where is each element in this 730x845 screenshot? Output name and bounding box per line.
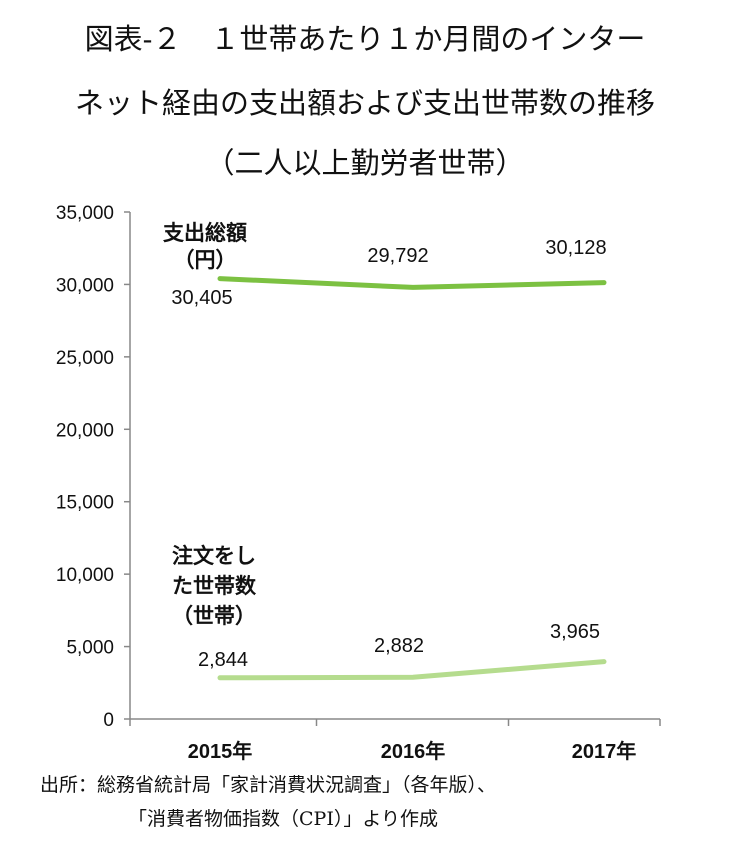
figure-title-line-1: 図表‑２ １世帯あたり１か月間のインター <box>84 22 646 56</box>
series-label-line: た世帯数 <box>172 575 257 598</box>
source-note-line-2: 「消費者物価指数（CPI）」より作成 <box>128 808 438 830</box>
y-tick-label: 25,000 <box>56 348 114 369</box>
data-label: 2,844 <box>198 649 248 671</box>
source-note-line-1: 出所：総務省統計局「家計消費状況調査」（各年版）、 <box>40 774 497 796</box>
series-label-line: 支出総額 <box>163 221 247 245</box>
x-tick-label: 2016年 <box>381 739 446 763</box>
x-tick-label: 2017年 <box>572 739 637 763</box>
series-line-2 <box>217 659 607 681</box>
series-label-line: （円） <box>174 248 237 272</box>
y-tick-label: 20,000 <box>56 420 114 441</box>
y-tick-label: 30,000 <box>56 275 114 296</box>
series-label-line: 注文をし <box>172 544 256 568</box>
y-tick-label: 0 <box>103 710 114 731</box>
series-label-line: （世帯） <box>172 604 256 628</box>
y-tick-label: 15,000 <box>56 493 114 514</box>
data-label: 29,792 <box>367 245 428 267</box>
x-tick-label: 2015年 <box>188 739 253 763</box>
y-tick-label: 5,000 <box>66 638 114 659</box>
data-label: 2,882 <box>374 635 424 657</box>
data-label: 3,965 <box>550 621 600 643</box>
series-line-1 <box>217 276 607 290</box>
figure-title-line-3: （二人以上勤労者世帯） <box>205 146 525 180</box>
y-tick-label: 10,000 <box>56 565 114 586</box>
figure-title-line-2: ネット経由の支出額および支出世帯数の推移 <box>74 86 655 120</box>
data-label: 30,405 <box>171 287 232 309</box>
y-tick-label: 35,000 <box>56 203 114 224</box>
data-label: 30,128 <box>545 237 606 259</box>
